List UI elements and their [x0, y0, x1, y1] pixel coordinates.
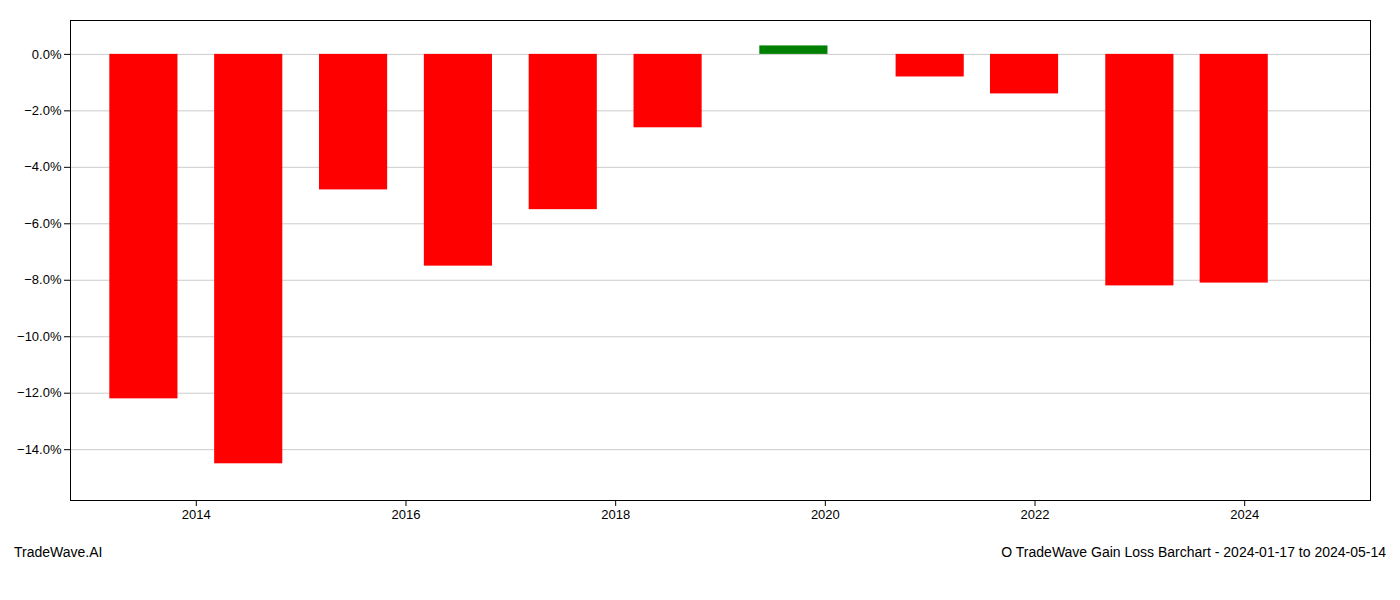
svg-text:−6.0%: −6.0% [24, 216, 62, 231]
svg-text:2022: 2022 [1021, 507, 1050, 522]
svg-text:2016: 2016 [392, 507, 421, 522]
svg-text:2018: 2018 [601, 507, 630, 522]
svg-text:0.0%: 0.0% [32, 47, 62, 62]
svg-text:−2.0%: −2.0% [24, 103, 62, 118]
svg-text:−4.0%: −4.0% [24, 159, 62, 174]
svg-text:−12.0%: −12.0% [17, 385, 62, 400]
html-text:TradeWave.AI: TradeWave.AI [14, 544, 103, 560]
svg-text:2024: 2024 [1230, 507, 1259, 522]
svg-text:−10.0%: −10.0% [17, 329, 62, 344]
html-text:O TradeWave Gain Loss Barchart: O TradeWave Gain Loss Barchart - 2024-01… [1001, 544, 1386, 560]
svg-text:2020: 2020 [811, 507, 840, 522]
svg-text:−14.0%: −14.0% [17, 442, 62, 457]
svg-text:2014: 2014 [182, 507, 211, 522]
svg-text:−8.0%: −8.0% [24, 272, 62, 287]
